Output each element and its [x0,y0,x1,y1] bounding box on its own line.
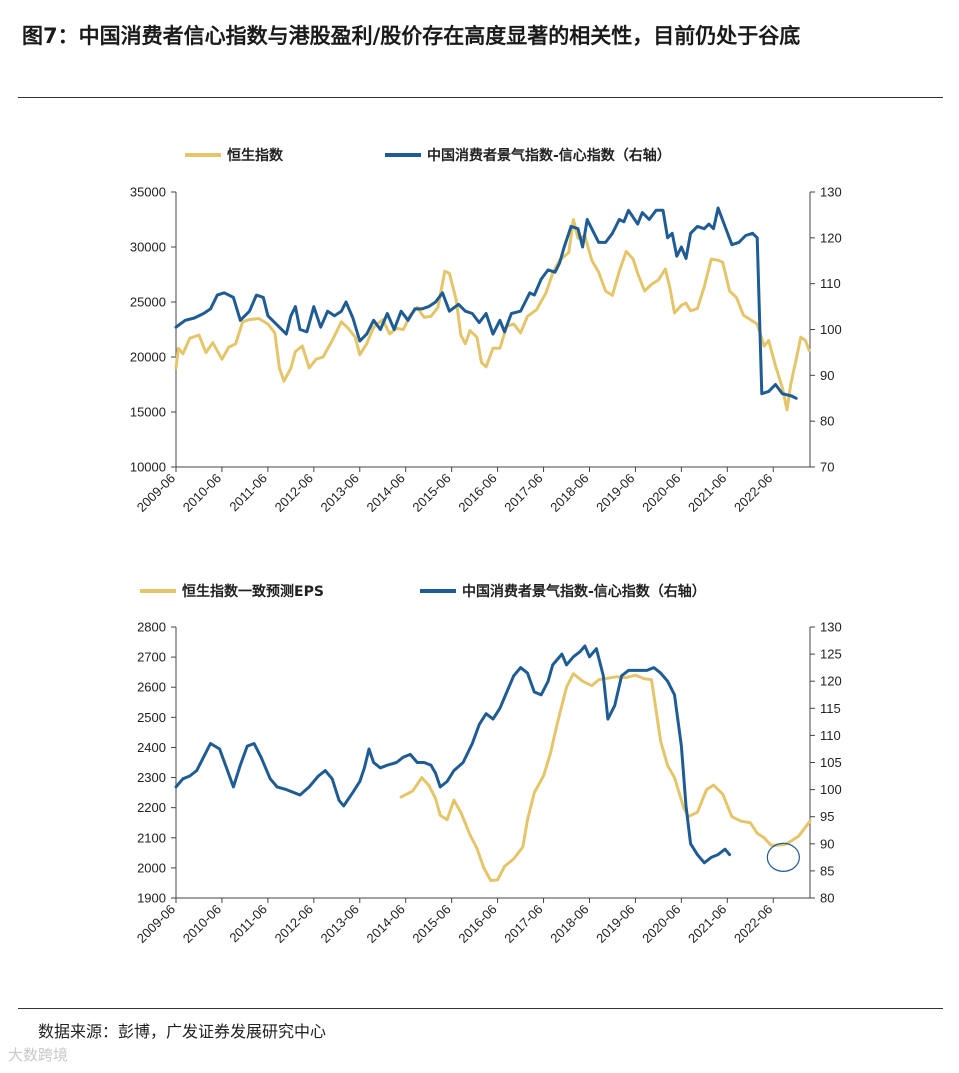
legend-label: 中国消费者景气指数-信心指数（右轴） [427,147,671,164]
bottom-divider [18,1008,943,1009]
left-tick-label: 10000 [130,460,166,475]
right-tick-label: 100 [820,322,842,337]
x-tick-label: 2015-06 [409,902,453,946]
right-tick-label: 100 [820,782,842,797]
watermark: 大数跨境 [8,1046,69,1064]
left-tick-label: 2700 [137,650,166,665]
left-tick-label: 15000 [130,405,166,420]
right-tick-label: 125 [820,647,842,662]
trough-annotation-circle [766,842,800,872]
right-tick-label: 115 [820,701,841,716]
x-tick-label: 2014-06 [363,902,407,946]
right-tick-label: 130 [820,185,842,200]
right-tick-label: 120 [820,674,842,689]
left-tick-label: 2200 [137,800,166,815]
x-tick-label: 2018-06 [547,902,591,946]
legend-label: 恒生指数 [227,147,284,164]
series-line-gold [174,218,811,412]
x-tick-label: 2020-06 [639,902,683,946]
x-tick-label: 2012-06 [272,902,316,946]
x-tick-label: 2013-06 [318,902,362,946]
left-tick-label: 2300 [137,770,166,785]
x-tick-label: 2019-06 [593,902,637,946]
left-tick-label: 2600 [137,680,166,695]
x-tick-label: 2022-06 [731,902,775,946]
series-line-blue [174,644,732,865]
right-tick-label: 95 [820,809,834,824]
legend-label: 中国消费者景气指数-信心指数（右轴） [462,583,706,600]
right-tick-label: 90 [820,368,834,383]
left-tick-label: 2400 [137,740,166,755]
top-divider [18,97,943,98]
left-tick-label: 35000 [130,185,166,200]
right-tick-label: 80 [820,414,834,429]
x-tick-label: 2011-06 [226,902,270,946]
figure-title: 图7：中国消费者信心指数与港股盈利/股价存在高度显著的相关性，目前仍处于谷底 [22,24,801,48]
left-tick-label: 1900 [137,891,166,906]
right-tick-label: 110 [820,276,841,291]
right-tick-label: 80 [820,891,834,906]
right-tick-label: 85 [820,863,834,878]
x-tick-label: 2021-06 [685,902,729,946]
chart-hsi-vs-confidence: 10000 15000 20000 25000 30000 35000 70 80 90 100 1… [130,147,842,515]
right-tick-label: 120 [820,230,842,245]
series-line-blue [174,206,798,400]
right-tick-label: 105 [820,755,842,770]
left-tick-label: 2500 [137,710,166,725]
x-tick-label: 2009-06 [134,902,178,946]
legend-label: 恒生指数一致预测EPS [182,583,324,600]
x-tick-label: 2010-06 [180,902,224,946]
left-tick-label: 30000 [130,240,166,255]
chart-eps-vs-confidence: 1900 2000 2100 2200 2300 2400 2500 2600 2700 2800… [134,583,842,946]
right-tick-label: 110 [820,728,841,743]
right-tick-label: 70 [820,460,834,475]
left-tick-label: 20000 [130,350,166,365]
source-note: 数据来源：彭博，广发证券发展研究中心 [38,1022,327,1041]
left-tick-label: 25000 [130,295,166,310]
x-tick-label: 2016-06 [455,902,499,946]
right-tick-label: 90 [820,836,834,851]
left-tick-label: 2100 [137,830,166,845]
x-tick-label: 2017-06 [501,902,545,946]
right-tick-label: 130 [820,620,842,635]
left-tick-label: 2800 [137,620,166,635]
left-tick-label: 2000 [137,860,166,875]
